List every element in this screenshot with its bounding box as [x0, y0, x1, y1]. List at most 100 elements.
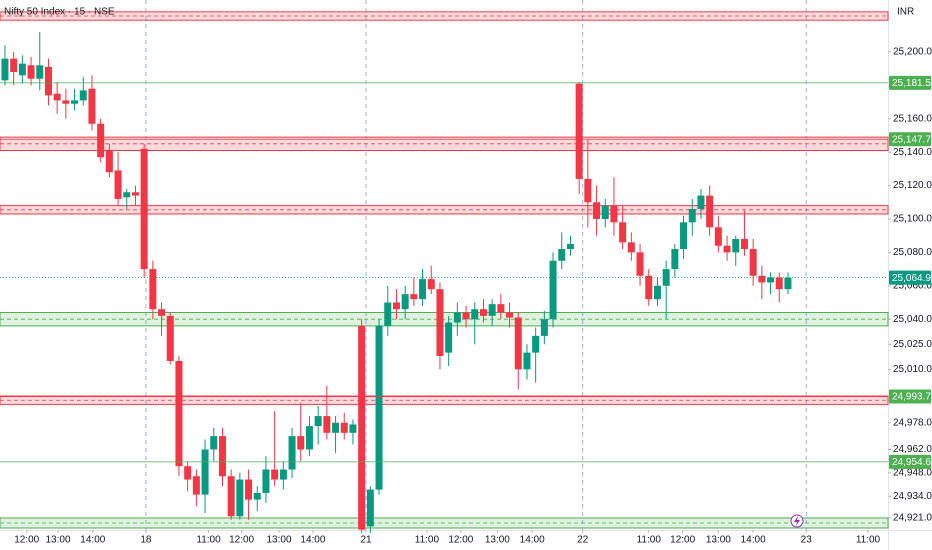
candle-body [166, 315, 174, 361]
candle-body [575, 83, 583, 179]
candle-body [323, 416, 331, 433]
candle-body [540, 319, 548, 336]
candle-body [627, 242, 635, 253]
flash-icon[interactable] [790, 514, 804, 528]
candle-body [53, 93, 61, 101]
y-tick-label: 25,140.00 [893, 147, 932, 158]
candle-body [558, 249, 566, 261]
x-tick-label: 11:00 [637, 535, 662, 546]
y-tick-label: 24,978.00 [893, 417, 932, 428]
y-tick-label: 24,921.00 [893, 513, 932, 524]
price-label-box [889, 270, 931, 285]
candle-body [279, 469, 287, 480]
candle-body [488, 304, 496, 316]
candle-body [253, 492, 261, 500]
candle-body [218, 436, 226, 477]
candle-body [149, 269, 157, 310]
price-label-box [889, 454, 931, 469]
y-tick-label: 24,962.00 [893, 444, 932, 455]
candle-body [619, 222, 627, 243]
x-tick-label: 14:00 [300, 535, 325, 546]
x-tick-label: 13:00 [46, 535, 71, 546]
candle-body [236, 479, 244, 517]
y-tick-label: 25,120.00 [893, 180, 932, 191]
candle-body [610, 205, 618, 223]
candle-body [1, 58, 9, 81]
candle-body [601, 205, 609, 219]
candle-body [332, 422, 340, 433]
candle-body [506, 312, 514, 318]
x-tick-label: 14:00 [520, 535, 545, 546]
candle-body [192, 476, 200, 495]
candle-body [645, 275, 653, 300]
candle-body [227, 476, 235, 517]
candle-body [105, 150, 113, 173]
candle-body [245, 479, 253, 500]
candle-body [671, 249, 679, 270]
x-tick-label: 13:00 [266, 535, 291, 546]
x-tick-label: 22 [577, 535, 589, 546]
candle-body [271, 469, 279, 480]
price-label: 24,954.60 [892, 457, 932, 468]
x-tick-label: 12:00 [14, 535, 39, 546]
candle-body [71, 100, 79, 104]
candle-body [184, 466, 192, 480]
candle-body [584, 178, 592, 203]
candle-body [549, 260, 557, 320]
currency: INR [897, 7, 914, 18]
chart-title: Nifty 50 Index · 15 · NSE [4, 7, 115, 18]
x-tick-label: 14:00 [80, 535, 105, 546]
candle-body [497, 304, 505, 313]
candle-body [79, 90, 87, 101]
candle-body [288, 436, 296, 470]
candle-body [636, 252, 644, 276]
candle-body [514, 317, 522, 370]
x-tick-label: 21 [360, 535, 372, 546]
candle-body [62, 100, 70, 104]
x-tick-label: 12:00 [448, 535, 473, 546]
candle-body [375, 325, 383, 490]
candle-body [18, 63, 26, 76]
candle-body [210, 436, 218, 450]
candle-body [445, 322, 453, 353]
candle-body [123, 192, 131, 198]
candle-body [410, 294, 418, 300]
candle-body [462, 312, 470, 320]
candle-body [36, 65, 44, 79]
candle-body [706, 195, 714, 228]
y-tick-label: 25,200.00 [893, 47, 932, 58]
price-label: 24,993.70 [892, 392, 932, 403]
y-tick-label: 25,040.00 [893, 314, 932, 325]
candle-body [523, 352, 531, 370]
y-tick-label: 25,025.00 [893, 339, 932, 350]
price-label: 25,147.75 [892, 134, 932, 145]
candle-body [566, 244, 574, 250]
y-tick-label: 25,010.00 [893, 364, 932, 375]
candle-body [419, 279, 427, 300]
candle-body [453, 312, 461, 323]
candle-body [201, 449, 209, 495]
candle-body [366, 489, 374, 527]
y-tick-label: 25,080.00 [893, 247, 932, 258]
y-tick-label: 24,934.00 [893, 491, 932, 502]
x-tick-label: 13:00 [485, 535, 510, 546]
candle-body [732, 239, 740, 253]
candle-body [340, 422, 348, 433]
candle-body [131, 192, 139, 196]
x-tick-label: 11:00 [196, 535, 221, 546]
candle-body [358, 325, 366, 530]
price-label-box [889, 75, 931, 90]
y-tick-label: 25,100.00 [893, 214, 932, 225]
candle-body [593, 202, 601, 219]
candle-body [88, 88, 96, 124]
price-label-box [889, 389, 931, 404]
candle-body [140, 148, 148, 270]
candle-body [175, 360, 183, 467]
x-tick-label: 18 [140, 535, 152, 546]
candle-body [262, 469, 270, 493]
candle-body [680, 222, 688, 250]
candle-body [697, 195, 705, 209]
candle-body [158, 309, 166, 316]
x-tick-label: 13:00 [706, 535, 731, 546]
